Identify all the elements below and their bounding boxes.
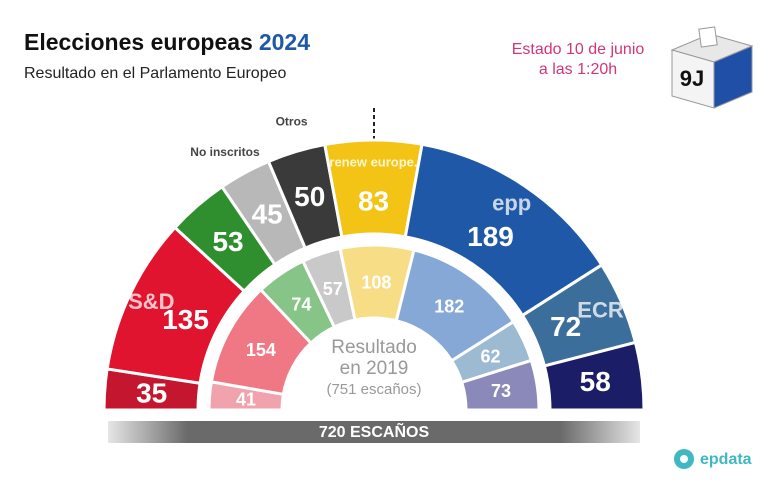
party-name: Otros bbox=[276, 114, 308, 128]
party-logo-text: renew europe. bbox=[329, 154, 417, 169]
timestamp: a las 1:20h bbox=[539, 61, 617, 78]
seat-value: 57 bbox=[323, 279, 343, 299]
seat-value: 41 bbox=[236, 390, 256, 410]
ring-label: (751 escaños) bbox=[326, 381, 421, 398]
seat-value: 83 bbox=[358, 185, 389, 216]
seat-segment bbox=[459, 358, 541, 412]
total-bar bbox=[108, 421, 640, 443]
seat-value: 189 bbox=[467, 221, 514, 252]
badge: 9J bbox=[680, 66, 704, 91]
party-name: No inscritos bbox=[190, 145, 260, 159]
seat-value: 154 bbox=[246, 340, 276, 360]
total-label: 720 ESCAÑOS bbox=[319, 421, 430, 441]
seat-value: 72 bbox=[550, 311, 581, 342]
seat-value: 53 bbox=[212, 226, 243, 257]
party-logo-text: epp bbox=[492, 191, 531, 216]
seat-value: 50 bbox=[294, 181, 325, 212]
ring-label: en 2019 bbox=[340, 358, 409, 379]
seat-segment bbox=[542, 340, 646, 412]
seat-value: 182 bbox=[434, 297, 464, 317]
seat-value: 73 bbox=[491, 381, 511, 401]
title-year: 2024 bbox=[259, 29, 310, 55]
ballot-box bbox=[670, 26, 754, 109]
seat-value: 35 bbox=[136, 377, 167, 408]
seat-value: 45 bbox=[252, 199, 283, 230]
chart-title: Elecciones europeas 2024 bbox=[24, 29, 310, 55]
brand-logo bbox=[674, 449, 694, 469]
party-logo-text: S&D bbox=[128, 289, 174, 314]
party-logo-text: ECR bbox=[577, 297, 624, 322]
seat-value: 58 bbox=[580, 366, 611, 397]
seat-value: 135 bbox=[162, 304, 209, 335]
seat-value: 108 bbox=[361, 272, 391, 292]
brand: epdata bbox=[700, 451, 752, 468]
subtitle: Resultado en el Parlamento Europeo bbox=[24, 65, 286, 82]
ring-label: Resultado bbox=[331, 337, 417, 358]
seat-value: 74 bbox=[291, 295, 311, 315]
seat-value: 62 bbox=[481, 347, 501, 367]
title: Elecciones europeas bbox=[24, 29, 253, 55]
timestamp: Estado 10 de junio bbox=[512, 41, 645, 58]
